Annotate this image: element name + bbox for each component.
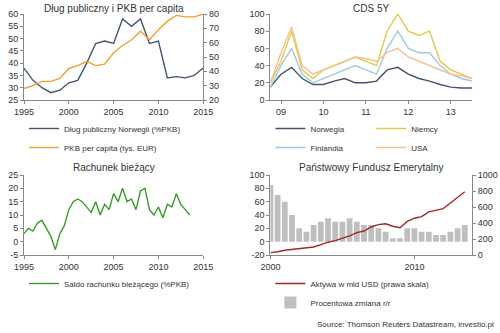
svg-text:60: 60 — [255, 44, 265, 54]
svg-text:2010: 2010 — [148, 107, 168, 117]
svg-text:Niemcy: Niemcy — [411, 125, 438, 134]
svg-text:-20: -20 — [252, 250, 265, 260]
svg-text:2015: 2015 — [193, 107, 213, 117]
svg-text:0: 0 — [260, 95, 265, 105]
svg-text:Saldo rachunku bieżącego (%PKB: Saldo rachunku bieżącego (%PKB) — [64, 280, 189, 289]
svg-text:1995: 1995 — [14, 262, 34, 272]
svg-text:Source: Thomson Reuters Datast: Source: Thomson Reuters Datastream, inve… — [317, 320, 494, 329]
svg-text:12: 12 — [403, 107, 413, 117]
svg-text:45: 45 — [8, 46, 18, 56]
svg-text:2015: 2015 — [193, 262, 213, 272]
svg-text:1000: 1000 — [478, 170, 498, 180]
svg-text:-5: -5 — [10, 250, 18, 260]
svg-text:50: 50 — [209, 52, 219, 62]
svg-text:0: 0 — [478, 250, 483, 260]
svg-text:35: 35 — [8, 71, 18, 81]
svg-text:200: 200 — [478, 234, 493, 244]
svg-text:2000: 2000 — [59, 107, 79, 117]
svg-text:80: 80 — [255, 26, 265, 36]
svg-text:1995: 1995 — [14, 107, 34, 117]
svg-text:Dług publiczny i PKB per capit: Dług publiczny i PKB per capita — [44, 3, 184, 14]
svg-text:09: 09 — [276, 107, 286, 117]
svg-text:2000: 2000 — [260, 262, 280, 272]
svg-text:100: 100 — [250, 170, 265, 180]
svg-text:50: 50 — [8, 34, 18, 44]
svg-text:2010: 2010 — [148, 262, 168, 272]
svg-text:25: 25 — [8, 170, 18, 180]
svg-text:70: 70 — [209, 23, 219, 33]
svg-text:Dług publiczny Norwegii (%PKB): Dług publiczny Norwegii (%PKB) — [64, 125, 180, 134]
svg-text:USA: USA — [411, 144, 428, 153]
svg-text:5: 5 — [13, 223, 18, 233]
svg-text:PKB per capita (tys. EUR): PKB per capita (tys. EUR) — [64, 144, 157, 153]
svg-text:20: 20 — [255, 78, 265, 88]
svg-text:20: 20 — [255, 223, 265, 233]
svg-text:15: 15 — [8, 197, 18, 207]
svg-text:Państwowy Fundusz Emerytalny: Państwowy Fundusz Emerytalny — [299, 162, 444, 173]
svg-text:0: 0 — [260, 237, 265, 247]
svg-text:600: 600 — [478, 202, 493, 212]
svg-text:10: 10 — [8, 210, 18, 220]
svg-text:20: 20 — [209, 95, 219, 105]
svg-text:40: 40 — [255, 61, 265, 71]
svg-text:Aktywa w mld USD (prawa skala): Aktywa w mld USD (prawa skala) — [310, 280, 429, 289]
svg-text:40: 40 — [209, 66, 219, 76]
svg-text:80: 80 — [209, 9, 219, 19]
svg-text:0: 0 — [13, 237, 18, 247]
svg-text:Norwegia: Norwegia — [310, 125, 344, 134]
svg-text:40: 40 — [8, 58, 18, 68]
svg-text:11: 11 — [361, 107, 370, 117]
svg-text:60: 60 — [8, 9, 18, 19]
svg-text:30: 30 — [8, 83, 18, 93]
svg-text:2005: 2005 — [104, 262, 124, 272]
svg-text:10: 10 — [318, 107, 328, 117]
svg-text:60: 60 — [209, 38, 219, 48]
svg-text:55: 55 — [8, 21, 18, 31]
svg-text:Rachunek bieżący: Rachunek bieżący — [73, 162, 155, 173]
svg-text:60: 60 — [255, 197, 265, 207]
svg-text:Finlandia: Finlandia — [310, 144, 343, 153]
svg-text:2000: 2000 — [59, 262, 79, 272]
svg-text:Procentowa zmiana r/r: Procentowa zmiana r/r — [310, 299, 390, 308]
svg-text:400: 400 — [478, 218, 493, 228]
svg-text:800: 800 — [478, 186, 493, 196]
svg-text:25: 25 — [8, 95, 18, 105]
svg-text:80: 80 — [255, 183, 265, 193]
svg-text:40: 40 — [255, 210, 265, 220]
svg-text:2005: 2005 — [104, 107, 124, 117]
svg-text:2010: 2010 — [404, 262, 424, 272]
svg-text:100: 100 — [250, 9, 265, 19]
svg-text:13: 13 — [446, 107, 456, 117]
svg-text:30: 30 — [209, 81, 219, 91]
svg-text:20: 20 — [8, 183, 18, 193]
svg-text:CDS 5Y: CDS 5Y — [353, 3, 389, 14]
